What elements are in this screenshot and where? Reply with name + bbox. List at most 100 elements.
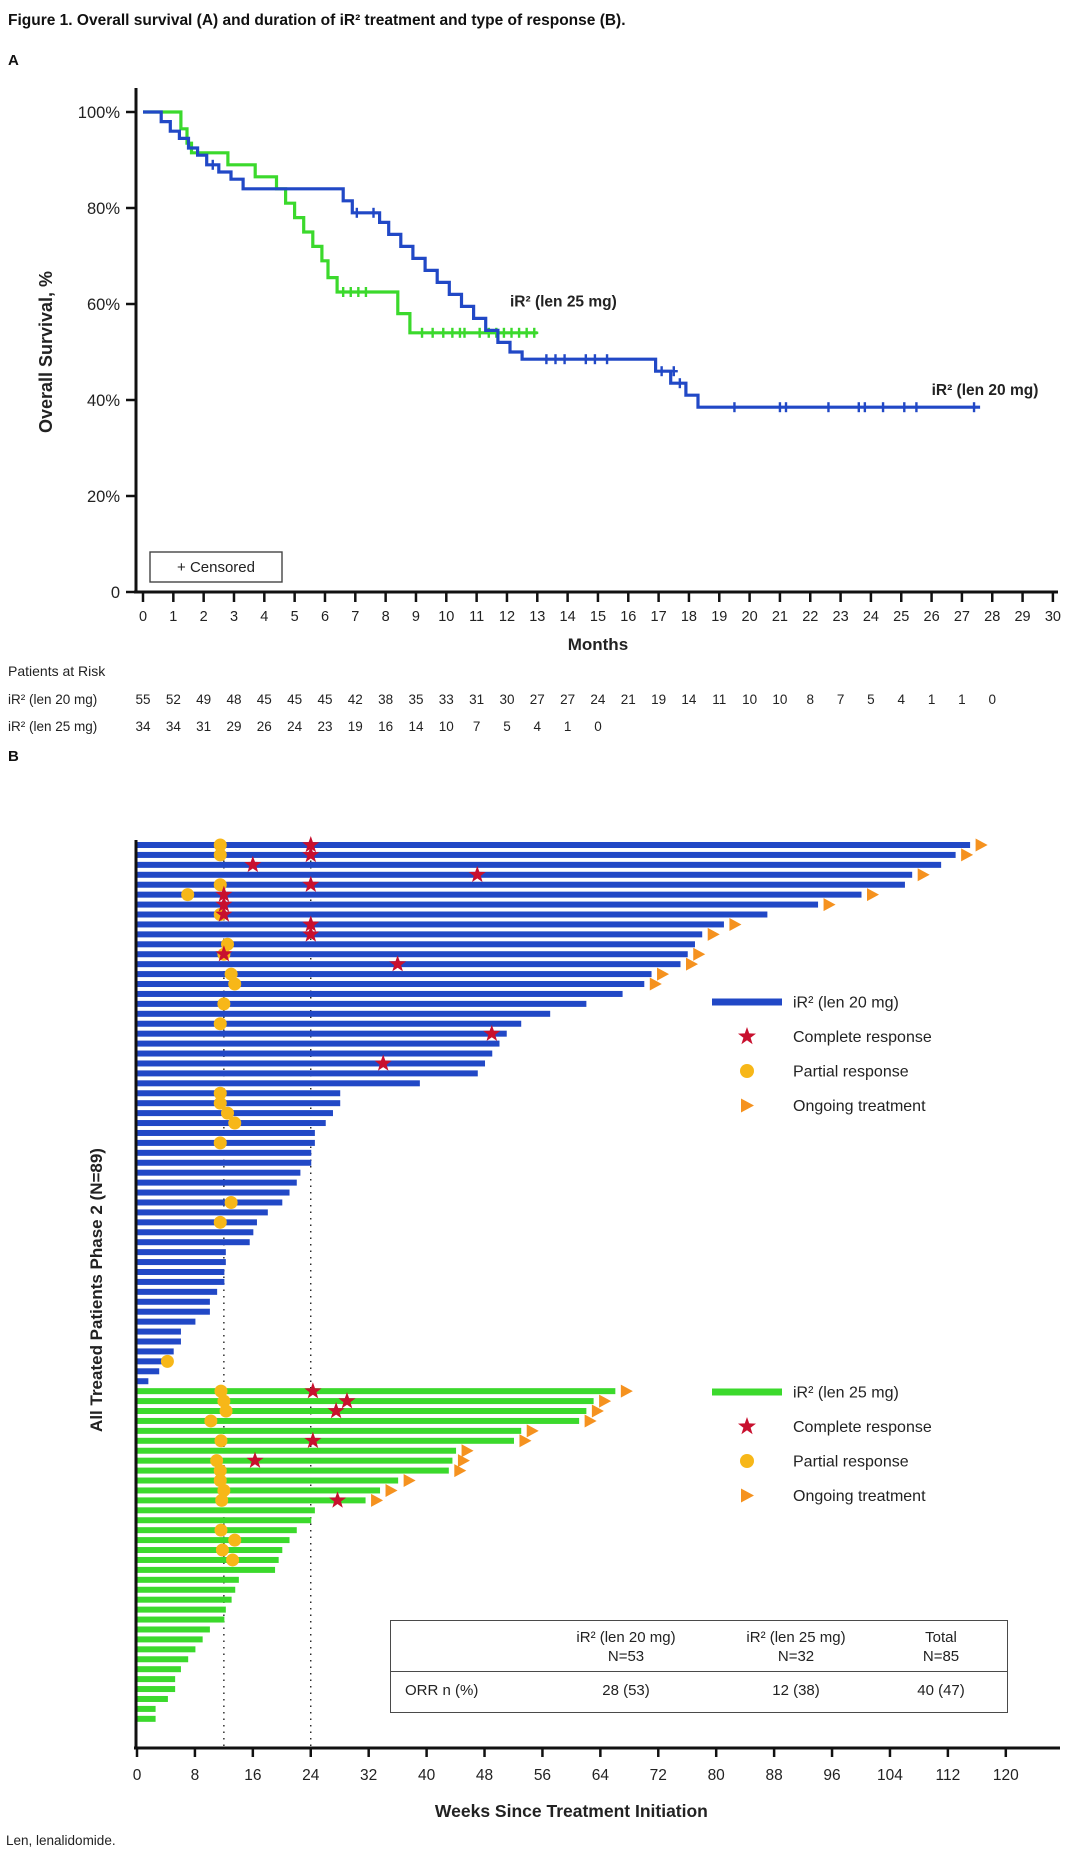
figure-footnote: Len, lenalidomide. bbox=[6, 1833, 116, 1848]
b-x-tick-label: 120 bbox=[993, 1767, 1019, 1784]
a-x-tick-label: 19 bbox=[711, 609, 727, 625]
swimmer-bar bbox=[137, 1308, 210, 1315]
swimmer-bar bbox=[137, 1090, 341, 1097]
at-risk-value: 33 bbox=[439, 692, 454, 707]
orr-col1-header: iR² (len 20 mg) bbox=[576, 1629, 676, 1646]
swimmer-bar bbox=[137, 1209, 268, 1216]
swimmer-bar bbox=[137, 891, 862, 898]
a-x-tick-label: 1 bbox=[169, 609, 177, 625]
swimmer-bar bbox=[137, 1547, 283, 1554]
b-x-tick-label: 48 bbox=[476, 1767, 493, 1784]
swimmer-bar bbox=[137, 1596, 232, 1603]
a-y-tick-label: 80% bbox=[87, 200, 120, 218]
a-x-tick-label: 7 bbox=[351, 609, 359, 625]
b-x-tick-label: 80 bbox=[708, 1767, 726, 1784]
b-x-tick-label: 64 bbox=[592, 1767, 610, 1784]
swimmer-bar bbox=[137, 1646, 196, 1653]
b-x-tick-label: 112 bbox=[936, 1767, 961, 1784]
swimmer-bar bbox=[137, 1616, 225, 1623]
swimmer-bar bbox=[137, 851, 956, 858]
orr-summary-table: iR² (len 20 mg) N=53 iR² (len 25 mg) N=3… bbox=[390, 1620, 1008, 1713]
swimmer-bar bbox=[137, 1457, 453, 1464]
b-x-tick-label: 32 bbox=[360, 1767, 377, 1784]
partial-response-icon bbox=[214, 1384, 228, 1398]
partial-response-icon bbox=[213, 1136, 227, 1150]
a-x-tick-label: 4 bbox=[260, 609, 268, 625]
swimmer-bar bbox=[137, 1606, 226, 1613]
at-risk-value: 5 bbox=[867, 692, 875, 707]
ongoing-treatment-icon bbox=[457, 1454, 470, 1468]
partial-response-icon bbox=[204, 1414, 218, 1428]
at-risk-value: 5 bbox=[503, 719, 511, 734]
km-censor-marks-green bbox=[339, 287, 539, 338]
a-x-tick-label: 28 bbox=[984, 609, 1000, 625]
ongoing-treatment-icon bbox=[649, 977, 662, 991]
swimmer-bar bbox=[137, 1050, 493, 1057]
swimmer-bar bbox=[137, 1507, 315, 1514]
swimmer-bar bbox=[137, 1695, 168, 1702]
swimmer-bar bbox=[137, 1030, 507, 1037]
a-y-axis-title: Overall Survival, % bbox=[36, 271, 56, 433]
complete-response-icon bbox=[215, 945, 233, 962]
km-curve-green bbox=[143, 110, 538, 335]
swimmer-bar bbox=[137, 1358, 167, 1365]
ongoing-treatment-icon bbox=[599, 1394, 612, 1408]
orr-table-divider bbox=[391, 1671, 1007, 1672]
b-x-tick-label: 56 bbox=[534, 1767, 551, 1784]
at-risk-value: 30 bbox=[499, 692, 514, 707]
at-risk-value: 27 bbox=[560, 692, 575, 707]
a-x-tick-label: 2 bbox=[200, 609, 208, 625]
orr-col3-header: Total bbox=[925, 1629, 957, 1646]
orr-col3-n: N=85 bbox=[922, 1648, 960, 1665]
a-x-tick-label: 27 bbox=[954, 609, 970, 625]
swimmer-bar bbox=[137, 1199, 283, 1206]
ongoing-treatment-icon bbox=[917, 868, 930, 882]
swimmer-bar bbox=[137, 1686, 176, 1693]
at-risk-value: 34 bbox=[166, 719, 182, 734]
swimmer-bar bbox=[137, 901, 819, 908]
at-risk-row-label: iR² (len 25 mg) bbox=[8, 719, 97, 734]
swimmer-bar bbox=[137, 1497, 366, 1504]
at-risk-value: 7 bbox=[473, 719, 481, 734]
swimmer-bar bbox=[137, 1318, 196, 1325]
a-x-tick-label: 30 bbox=[1045, 609, 1061, 625]
partial-response-icon bbox=[224, 967, 238, 981]
swimmer-bar bbox=[137, 1149, 312, 1156]
swimmer-bar bbox=[137, 1060, 486, 1067]
ongoing-treatment-icon bbox=[693, 947, 706, 961]
complete-response-icon bbox=[374, 1054, 392, 1071]
at-risk-value: 1 bbox=[928, 692, 936, 707]
at-risk-value: 42 bbox=[348, 692, 363, 707]
overall-survival-km-chart: 020%40%60%80%100%0 1 2 3 4 5 6 7 8 9 10 11 12 13 14 15 1… bbox=[8, 88, 1061, 734]
a-x-tick-label: 14 bbox=[560, 609, 576, 625]
at-risk-value: 26 bbox=[257, 719, 272, 734]
a-x-tick-label: 20 bbox=[742, 609, 758, 625]
swimmer-bar bbox=[137, 881, 905, 888]
orr-value-total: 40 (47) bbox=[917, 1682, 965, 1699]
swimmer-bar bbox=[137, 941, 695, 948]
swimmer-bar bbox=[137, 1626, 210, 1633]
swimmer-bar bbox=[137, 1487, 381, 1494]
partial-response-icon bbox=[228, 1533, 242, 1547]
at-risk-value: 23 bbox=[317, 719, 332, 734]
a-x-axis-title: Months bbox=[568, 635, 628, 654]
legend-group-label: iR² (len 25 mg) bbox=[793, 1385, 899, 1402]
partial-response-markers-green bbox=[204, 1384, 242, 1567]
swimmer-bar bbox=[137, 1447, 457, 1454]
partial-response-icon bbox=[228, 1116, 242, 1130]
km-censor-marks-blue bbox=[208, 159, 979, 413]
swimmer-bar bbox=[137, 921, 724, 928]
complete-response-icon bbox=[302, 836, 320, 853]
partial-response-icon bbox=[228, 977, 242, 991]
b-x-tick-label: 88 bbox=[765, 1767, 782, 1784]
orr-value-len20: 28 (53) bbox=[602, 1682, 650, 1699]
swimmer-bar bbox=[137, 1000, 587, 1007]
swimmer-bar bbox=[137, 1239, 250, 1246]
swimmer-bar bbox=[137, 1298, 210, 1305]
at-risk-title: Patients at Risk bbox=[8, 663, 106, 679]
complete-response-icon bbox=[304, 1431, 322, 1449]
swimmer-bar bbox=[137, 1705, 156, 1712]
orr-value-len25: 12 (38) bbox=[772, 1682, 820, 1699]
partial-response-icon bbox=[213, 1086, 227, 1100]
legend-ongoing-label: Ongoing treatment bbox=[793, 1488, 926, 1505]
